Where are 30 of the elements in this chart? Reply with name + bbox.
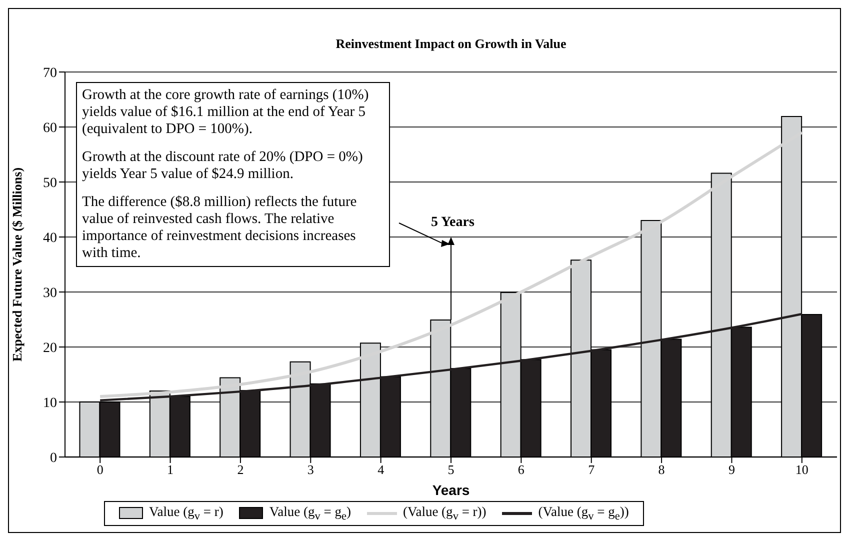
legend-label: (Value (g$_{v}$ = r)) (402, 504, 486, 523)
y-tick-label: 40 (43, 230, 57, 246)
y-tick-label: 60 (43, 120, 57, 136)
annotation: Growth at the core growth rate of earnings (10%) yields value of $16.1 million at the end of Year 5 (equivalent to DPO = 100%). (82, 87, 370, 138)
legend-label: (Value (g$_{v}$ = g$_{e}$)) (538, 504, 629, 523)
y-tick-label: 0 (50, 450, 57, 466)
y-tick-label: 70 (43, 66, 57, 81)
chart-title: Reinvestment Impact on Growth in Value (334, 36, 568, 52)
y-tick-label: 10 (43, 396, 57, 411)
annotation: 5 Years (431, 215, 474, 232)
annotation: Growth at the discount rate of 20% (DPO = 0%) yields Year 5 value of $24.9 million. (82, 149, 364, 183)
x-tick-label: 0 (96, 462, 104, 478)
x-tick-label: 9 (728, 462, 735, 478)
y-axis-title: Expected Future Value ($ Millions) (10, 167, 25, 362)
x-tick-label: 1 (167, 462, 174, 478)
x-tick-label: 2 (237, 462, 244, 478)
y-tick-label: 20 (43, 340, 57, 356)
x-tick-label: 3 (307, 462, 314, 478)
x-tick-label: 6 (518, 462, 525, 478)
x-tick-label: 4 (378, 462, 385, 478)
x-tick-label: 5 (448, 462, 454, 478)
x-axis-title: Years (432, 482, 470, 498)
annotation: The difference ($8.8 million) reflects the future value of reinvested cash flows. The relative importance of reinvestment decisions increases with time. (82, 194, 358, 262)
y-tick-label: 30 (43, 286, 57, 301)
legend-label: Value (g$_{v}$ = g$_{e}$) (269, 504, 351, 523)
x-tick-label: 10 (795, 462, 808, 478)
x-tick-label: 7 (588, 462, 596, 478)
x-tick-label: 8 (658, 462, 665, 478)
y-tick-label: 50 (43, 176, 57, 191)
legend-label: Value (g$_{v}$ = r) (149, 504, 224, 523)
